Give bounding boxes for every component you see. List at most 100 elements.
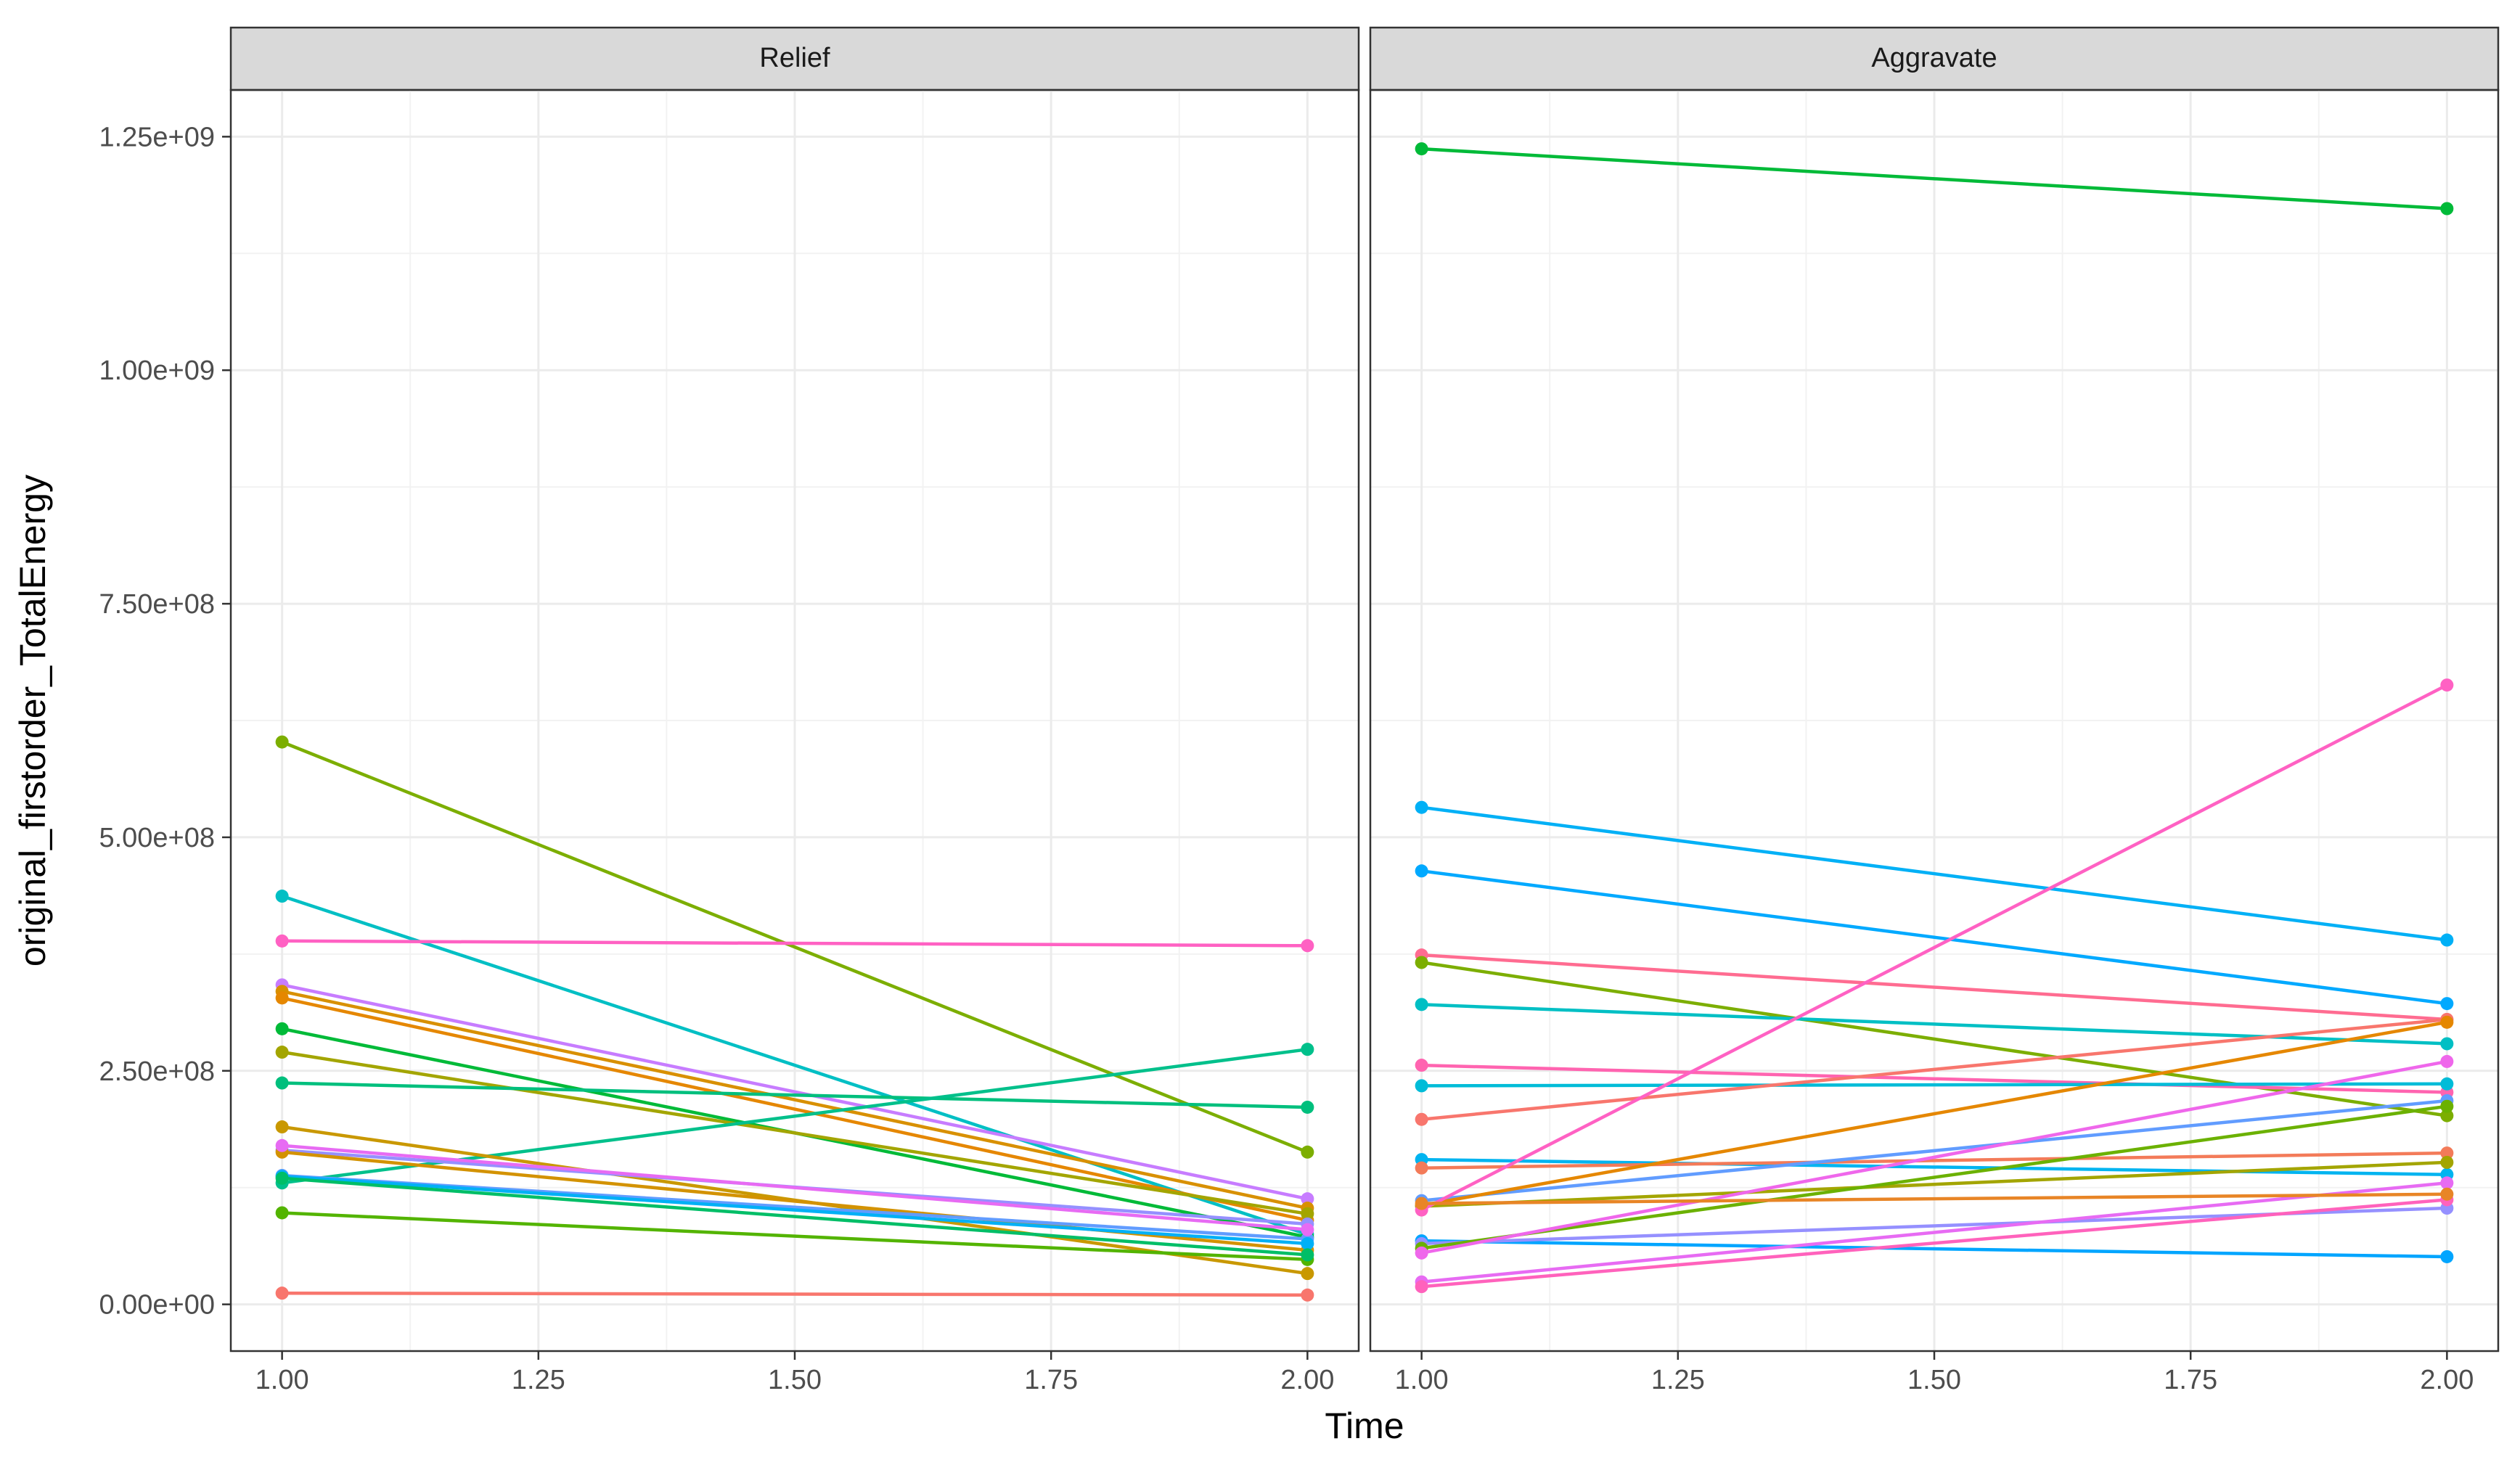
series-line	[282, 990, 1308, 1210]
data-point	[1415, 142, 1428, 156]
series-line	[1421, 1099, 2447, 1202]
series-line	[1421, 1181, 2447, 1284]
data-point	[1301, 1100, 1314, 1114]
series-line	[282, 1176, 1308, 1257]
series-line	[1421, 1059, 2447, 1255]
series-line	[282, 1081, 1308, 1109]
data-point	[1415, 1059, 1428, 1072]
data-point	[1415, 864, 1428, 878]
data-point	[2440, 1249, 2454, 1263]
data-point	[1415, 800, 1428, 814]
data-point	[2440, 678, 2454, 692]
data-point	[1301, 1043, 1314, 1056]
x-tick-label: 1.25	[512, 1365, 565, 1395]
data-point	[275, 1120, 289, 1134]
data-point	[1301, 1207, 1314, 1220]
series-line	[282, 1211, 1308, 1262]
data-point	[1415, 1246, 1428, 1260]
strip-label: Relief	[759, 43, 830, 73]
series-line	[1421, 953, 2447, 1022]
series-line	[282, 1175, 1308, 1246]
y-tick-label: 1.25e+09	[99, 122, 215, 152]
x-tick-label: 1.50	[768, 1365, 822, 1395]
data-point	[1301, 1223, 1314, 1236]
series-line	[282, 1291, 1308, 1297]
series-line	[282, 983, 1308, 1201]
data-point	[1415, 1197, 1428, 1210]
series-line	[282, 1050, 1308, 1216]
y-axis-title: original_firstorder_TotalEnergy	[12, 475, 53, 966]
series-line	[1421, 1157, 2447, 1176]
data-point	[2440, 1187, 2454, 1201]
data-point	[1301, 1192, 1314, 1206]
series-line	[1421, 805, 2447, 942]
major-gridlines	[231, 90, 1359, 1351]
series-line	[281, 740, 1309, 1154]
data-point	[1301, 1145, 1314, 1159]
x-tick-label: 2.00	[1280, 1365, 1334, 1395]
series-line	[1421, 1160, 2447, 1208]
x-tick-label: 1.25	[1651, 1365, 1705, 1395]
x-tick-label: 1.00	[255, 1365, 309, 1395]
x-tick-label: 1.50	[1907, 1365, 1961, 1395]
data-point	[1415, 956, 1428, 969]
x-axis-title: Time	[1325, 1405, 1404, 1446]
x-axes: 1.00 1.25 1.50 1.75 2.00 1.00 1.25 1.50 1.75 2.00	[255, 1351, 2474, 1395]
data-point	[1301, 1267, 1314, 1281]
data-point	[275, 991, 289, 1005]
series-line	[1421, 1192, 2447, 1205]
series-line	[1421, 961, 2447, 1117]
data-point	[2440, 202, 2454, 216]
data-point	[275, 735, 289, 749]
data-point	[275, 1046, 289, 1059]
series-line	[282, 1144, 1308, 1231]
series-line	[1421, 869, 2447, 1006]
x-tick-label: 2.00	[2420, 1365, 2474, 1395]
series-line	[1421, 1082, 2447, 1088]
data-point	[1415, 1280, 1428, 1294]
data-point	[1415, 1161, 1428, 1175]
series-layer	[275, 735, 1314, 1302]
x-tick-label: 1.00	[1395, 1365, 1449, 1395]
data-point	[275, 934, 289, 948]
y-tick-label: 5.00e+08	[99, 823, 215, 853]
data-point	[2440, 1077, 2454, 1091]
series-line	[282, 939, 1308, 948]
data-point	[1415, 998, 1428, 1011]
series-layer	[1415, 142, 2454, 1294]
data-point	[1301, 1248, 1314, 1262]
data-point	[275, 1022, 289, 1035]
series-line	[1421, 1239, 2447, 1259]
series-line	[1421, 1020, 2447, 1207]
data-point	[275, 1206, 289, 1220]
data-point	[2440, 1099, 2454, 1113]
series-line	[282, 996, 1308, 1222]
series-line	[1421, 1017, 2447, 1121]
data-point	[2440, 1037, 2454, 1051]
x-tick-label: 1.75	[1024, 1365, 1078, 1395]
data-point	[1415, 1079, 1428, 1093]
y-axis: 0.00e+00 2.50e+08 5.00e+08 7.50e+08 1.00e+09…	[99, 122, 231, 1321]
y-tick-label: 0.00e+00	[99, 1290, 215, 1321]
data-point	[1301, 1288, 1314, 1302]
data-point	[275, 1171, 289, 1185]
y-tick-label: 7.50e+08	[99, 589, 215, 620]
data-point	[275, 890, 289, 903]
data-point	[2440, 1109, 2454, 1122]
data-point	[275, 1138, 289, 1152]
facet-panel-relief: Relief	[229, 26, 1360, 1353]
series-line	[281, 894, 1309, 1236]
data-point	[2440, 1054, 2454, 1068]
data-point	[275, 1286, 289, 1300]
data-point	[1415, 1112, 1428, 1126]
strip-background	[229, 26, 1360, 91]
y-tick-label: 2.50e+08	[99, 1056, 215, 1087]
data-point	[275, 1076, 289, 1090]
data-point	[2440, 997, 2454, 1011]
strip-label: Aggravate	[1871, 43, 1997, 73]
series-line	[1421, 1063, 2447, 1094]
series-line	[1421, 147, 2447, 210]
data-point	[1301, 939, 1314, 953]
